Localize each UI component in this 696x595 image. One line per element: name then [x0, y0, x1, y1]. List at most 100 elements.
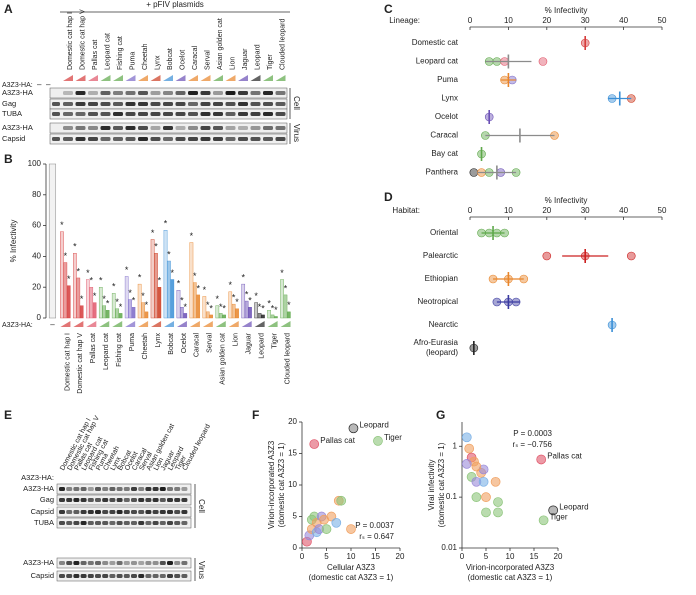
species-label: Clouded leopard [279, 19, 286, 70]
blot-band [200, 112, 211, 116]
bar [254, 302, 258, 319]
y-tick-label: 60 [32, 221, 41, 230]
blot-strip [56, 557, 192, 569]
blot-band [152, 510, 159, 514]
species-label: Puma [129, 333, 136, 351]
x-tick-label: 10 [506, 552, 515, 561]
x-tick-label: 0 [468, 16, 473, 25]
blot-band [250, 126, 261, 130]
category-label: Bay cat [431, 149, 458, 158]
dose-wedge [213, 75, 223, 81]
category-label: Oriental [430, 228, 458, 237]
blot-band [102, 487, 109, 491]
blot-band [75, 126, 86, 130]
blot-band [167, 510, 173, 514]
annotation: rₛ = 0.647 [359, 532, 394, 541]
blot-band [63, 112, 73, 116]
y-axis-label: Virion-incorporated A3Z3 [267, 440, 276, 529]
dose-wedge [202, 321, 213, 327]
blot-band [109, 574, 116, 578]
blot-band [80, 510, 87, 514]
data-point [471, 492, 482, 502]
bar [235, 308, 239, 319]
data-point [469, 168, 479, 177]
blot-band [73, 521, 80, 525]
species-label: Caracal [192, 45, 199, 70]
blot-band [138, 126, 148, 130]
blot-band [275, 91, 286, 95]
blot-row-label: A3Z3-HA [2, 88, 33, 97]
data-point [373, 436, 383, 446]
species-label: Lynx [154, 55, 161, 70]
bar [124, 276, 129, 319]
significance-star: * [112, 282, 116, 292]
significance-star: * [86, 268, 90, 278]
panel-label: B [4, 152, 13, 166]
significance-star: * [261, 303, 265, 313]
dose-wedge [275, 75, 286, 81]
blot-band [102, 521, 109, 525]
blot-band [138, 102, 148, 106]
bar [215, 305, 220, 319]
bar [274, 316, 278, 319]
bar [92, 302, 97, 319]
blot-strip [49, 87, 288, 99]
group-label: Virus [197, 561, 206, 579]
y-tick-label: 0 [293, 543, 298, 552]
significance-star: * [222, 303, 226, 313]
dose-wedge [188, 75, 198, 81]
significance-star: * [154, 242, 158, 252]
significance-star: * [128, 288, 132, 298]
point-label: Tiger [550, 512, 568, 521]
x-tick-label: 40 [619, 206, 628, 215]
species-label: Lion [233, 333, 240, 346]
blot-band [95, 487, 101, 491]
blot-band [138, 91, 148, 95]
blot-band [250, 112, 261, 116]
species-label: Puma [129, 52, 136, 70]
blot-band [181, 487, 188, 491]
blot-band [63, 91, 73, 95]
significance-star: * [280, 268, 284, 278]
blot-band [66, 574, 73, 578]
blot-band [150, 137, 161, 141]
species-label: Serval [204, 50, 211, 70]
x-axis-label: % Infectivity [545, 6, 588, 15]
dose-wedge [189, 321, 200, 327]
blot-band [175, 112, 186, 116]
blot-band [200, 102, 211, 106]
blot-band [80, 487, 87, 491]
bar [183, 313, 188, 319]
dose-label: A3Z3-HA: [21, 473, 54, 482]
data-point [481, 492, 491, 502]
y-axis-label: % Infectivity [9, 220, 18, 263]
blot-band [159, 574, 166, 578]
category-label: Palearctic [423, 251, 458, 260]
blot-band [131, 574, 137, 578]
species-label: Domestic cat hap V [79, 9, 86, 70]
blot-band [188, 91, 198, 95]
category-label: Caracal [430, 131, 458, 140]
bar [98, 287, 103, 319]
blot-band [73, 574, 80, 578]
species-label: Asian golden cat [217, 18, 224, 70]
blot-band [75, 112, 86, 116]
blot-band [109, 510, 116, 514]
blot-band [116, 561, 123, 565]
blot-band [159, 510, 166, 514]
significance-star: * [216, 294, 220, 304]
blot-band [250, 137, 261, 141]
category-label: Puma [437, 75, 458, 84]
dose-label: A3Z3-HA: [2, 82, 33, 89]
bar [189, 242, 194, 319]
blot-band [102, 574, 109, 578]
blot-band [109, 561, 116, 565]
blot-band [113, 102, 123, 106]
blot-row-label: Capsid [31, 507, 54, 516]
data-point [626, 251, 636, 261]
blot-band [275, 112, 286, 116]
species-label: Cheetah [142, 43, 149, 70]
bar [76, 277, 81, 319]
blot-band [263, 137, 273, 141]
